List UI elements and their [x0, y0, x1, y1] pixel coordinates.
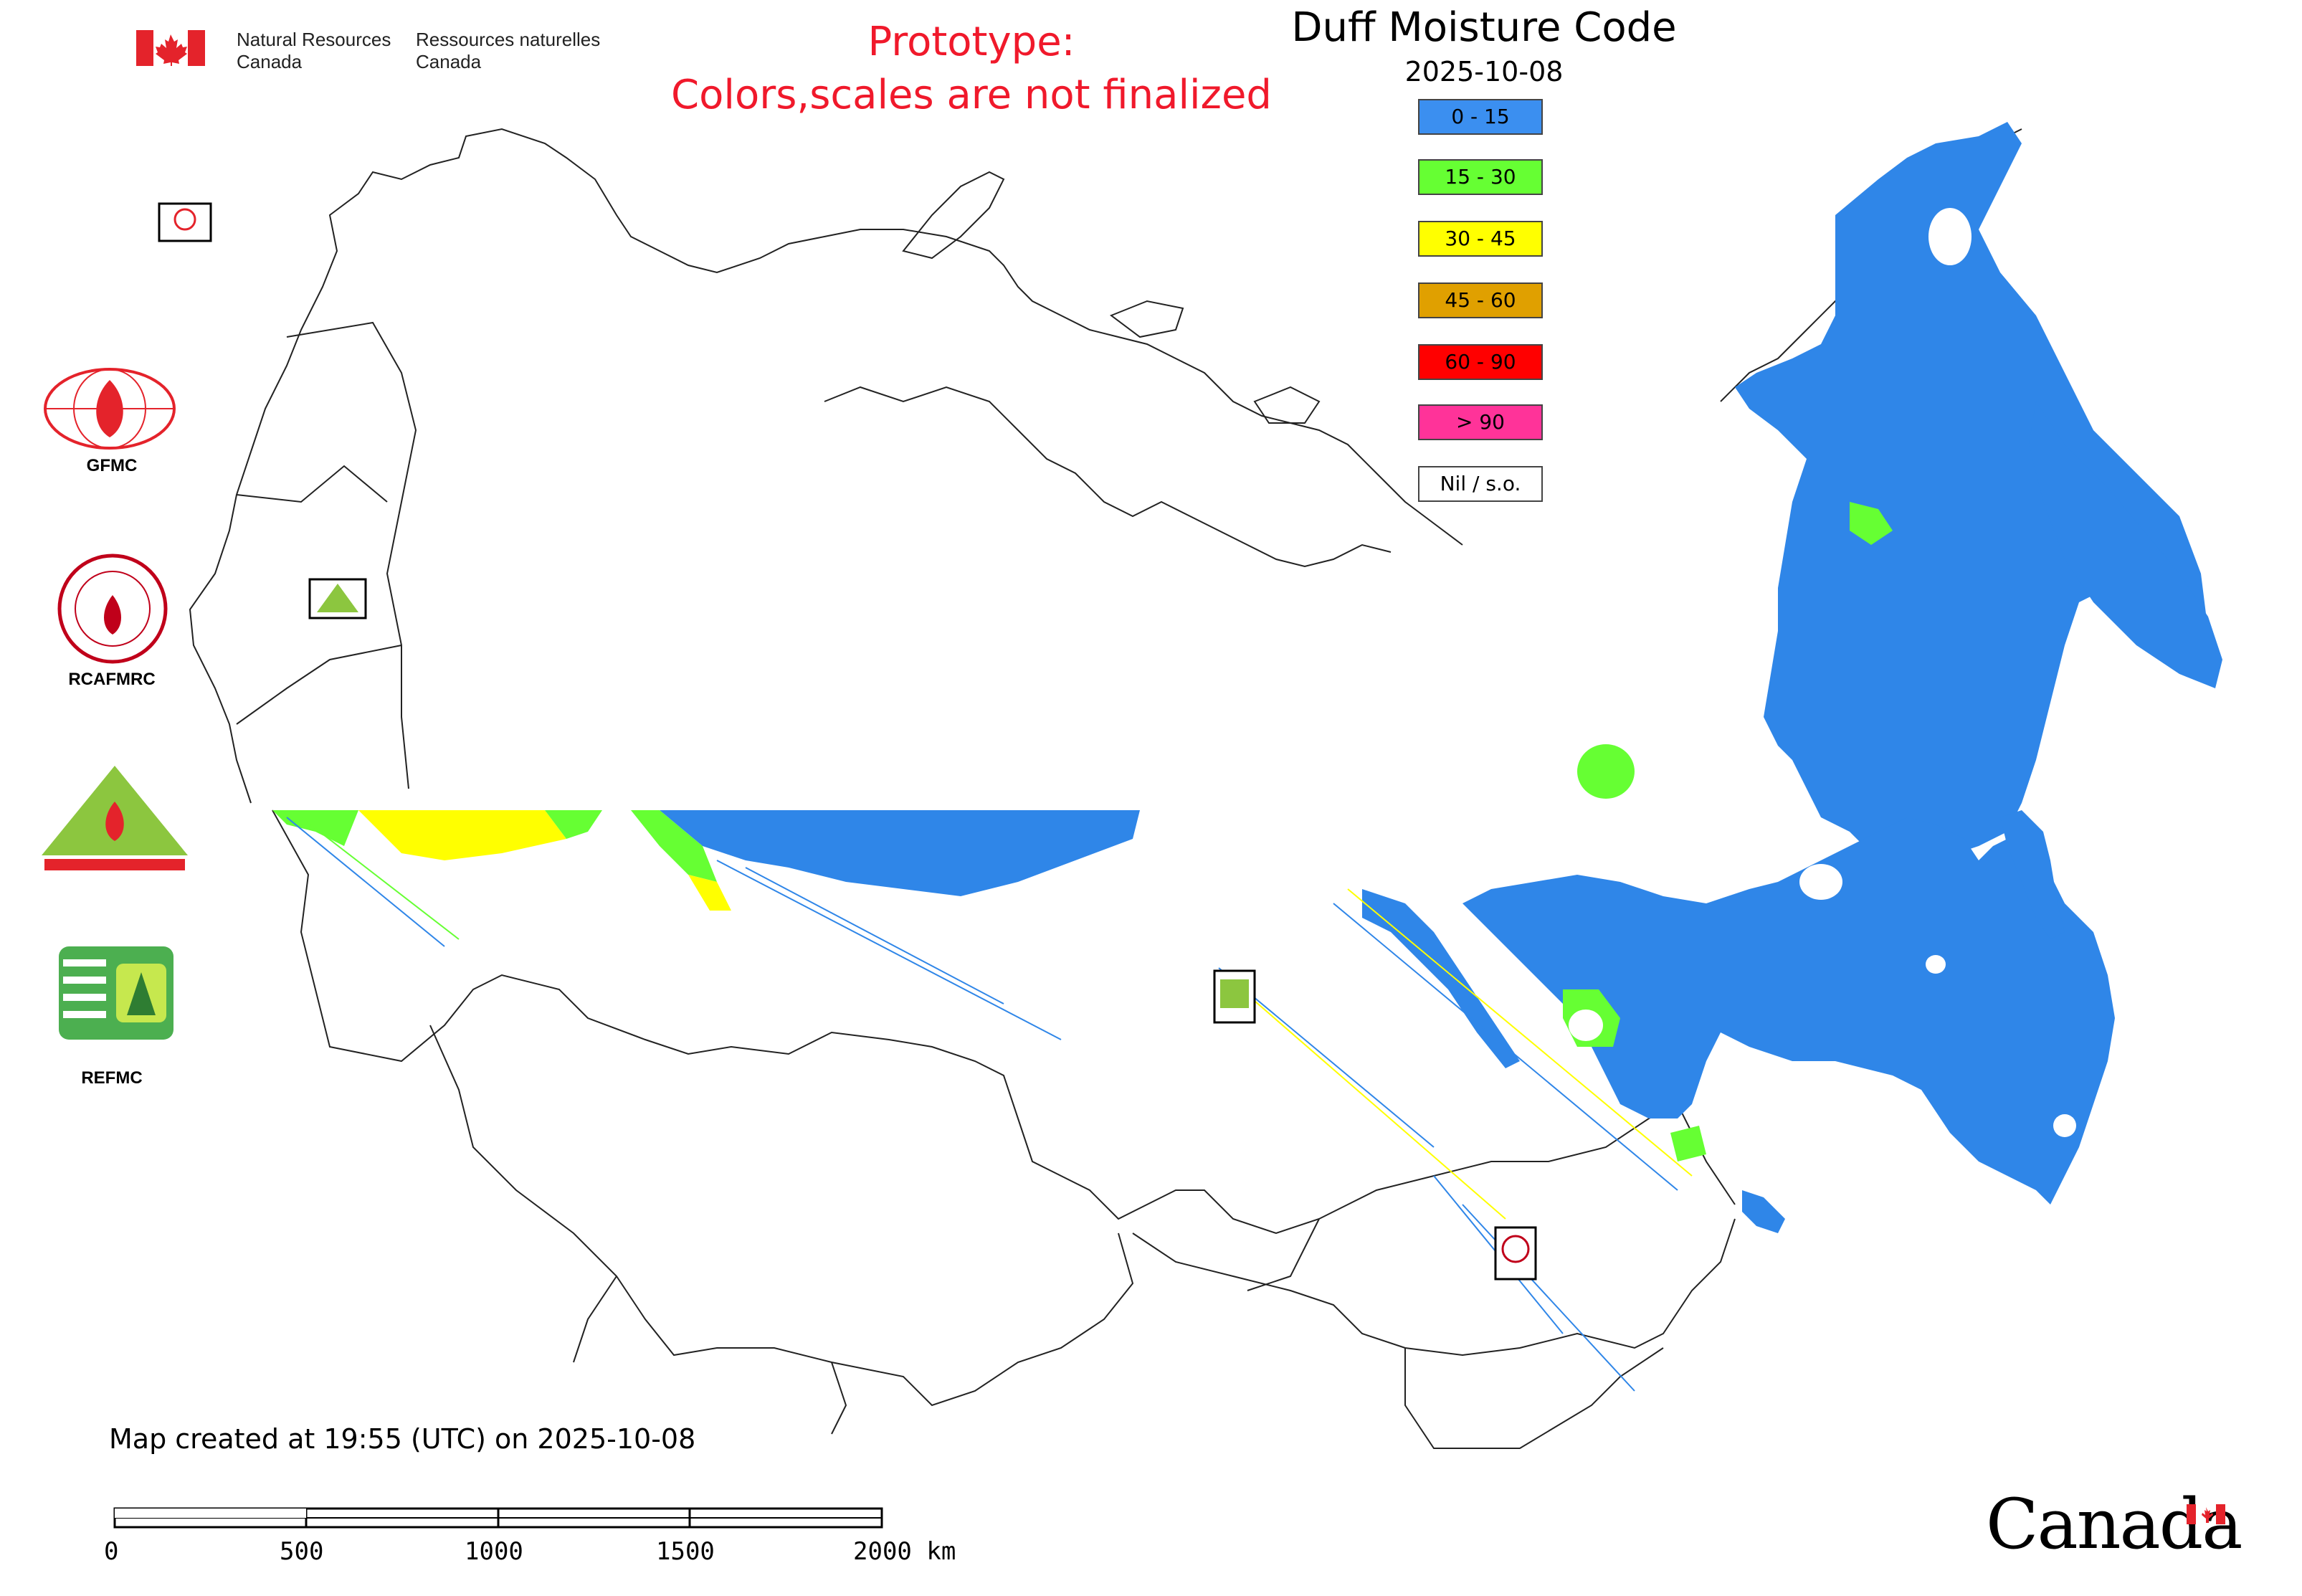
legend-item-60-90: 60 - 90	[1418, 344, 1543, 380]
dmc-green-patch-1	[1850, 502, 1893, 545]
streak-6	[1232, 982, 1506, 1220]
legend-title: Duff Moisture Code	[1291, 4, 1677, 51]
legend-item-0-15: 0 - 15	[1418, 99, 1543, 135]
canada-wordmark-flag-icon	[2187, 1504, 2225, 1524]
agency-name-french: Ressources naturelles Canada	[416, 29, 600, 73]
scale-label-500: 500	[280, 1537, 324, 1566]
streak-1	[286, 817, 445, 947]
legend-item-30-45: 30 - 45	[1418, 221, 1543, 257]
streak-3	[716, 860, 1062, 1040]
dmc-zone-east	[1735, 122, 2208, 860]
mongolia-border	[1132, 1218, 1736, 1357]
refmc-logo-icon	[59, 946, 173, 1040]
dmc-band-mid-blue	[660, 810, 1140, 896]
internal-border-3	[236, 645, 402, 725]
scale-bar	[113, 1507, 883, 1529]
agency-fr-line2: Canada	[416, 51, 482, 72]
dmc-nodata-hole-1	[1799, 864, 1842, 900]
legend-item-nil: Nil / s.o.	[1418, 466, 1543, 502]
agency-fr-line1: Ressources naturelles	[416, 29, 601, 50]
map-created-timestamp: Map created at 19:55 (UTC) on 2025-10-08	[109, 1423, 696, 1455]
dmc-nodata-hole-2	[1926, 955, 1946, 974]
turkmenistan-border	[573, 1276, 847, 1435]
refmc-caption: REFMC	[81, 1068, 143, 1088]
gfmc-caption: GFMC	[86, 456, 138, 475]
legend-item-over-90: > 90	[1418, 404, 1543, 440]
canada-wordmark: Canada	[1986, 1484, 2242, 1564]
scale-label-0: 0	[104, 1537, 119, 1566]
internal-border-1	[286, 321, 417, 789]
dmc-band-west-green-2	[545, 810, 602, 839]
china-border	[1247, 1218, 1664, 1449]
scale-label-1500: 1500	[656, 1537, 715, 1566]
gfmc-logo-icon	[44, 368, 176, 450]
outer-border-west	[189, 128, 1463, 804]
coast-north	[824, 386, 1392, 568]
dmc-zone-lake	[1577, 744, 1635, 799]
streak-2	[300, 817, 460, 940]
reefmc-logo-icon	[37, 766, 192, 873]
dmc-band-west-yellow	[358, 810, 566, 860]
dmc-zone-japan-north	[1742, 1190, 1785, 1233]
map-logo-boxes	[158, 202, 1537, 1281]
island-north-1	[1109, 300, 1184, 338]
streak-4	[745, 867, 1004, 1004]
legend-item-15-30: 15 - 30	[1418, 159, 1543, 195]
agency-en-line2: Canada	[237, 51, 303, 72]
dmc-nodata-hole-5	[2053, 1114, 2076, 1137]
dmc-green-patch-3	[1670, 1126, 1706, 1162]
dmc-band-mid-yellow	[688, 875, 731, 911]
prototype-line2: Colors,scales are not finalized	[671, 72, 1272, 118]
agency-en-line1: Natural Resources	[237, 29, 391, 50]
scale-label-2000-km: 2000 km	[853, 1537, 956, 1566]
streak-8	[1462, 1204, 1635, 1392]
dmc-nodata-hole-3	[1928, 208, 1972, 265]
island-novaya-zemlya	[902, 171, 1005, 260]
dmc-zone-sakhalin	[2000, 810, 2065, 939]
island-north-2	[1253, 386, 1321, 424]
rcafmrc-logo-icon	[57, 554, 168, 664]
streak-10	[1347, 888, 1693, 1177]
dmc-raster	[272, 122, 2222, 1233]
prototype-line1: Prototype:	[867, 19, 1075, 65]
dmc-zone-south	[1462, 817, 2115, 1205]
dmc-zone-kamchatka	[2029, 402, 2222, 688]
legend-item-45-60: 45 - 60	[1418, 282, 1543, 318]
central-asia-border	[429, 1025, 1134, 1407]
dmc-nodata-hole-4	[1569, 1010, 1603, 1041]
rcafmrc-caption: RCAFMRC	[68, 670, 156, 689]
canada-flag-icon	[136, 30, 205, 66]
scale-label-1000: 1000	[465, 1537, 523, 1566]
internal-border-2	[236, 465, 388, 503]
legend-date: 2025-10-08	[1404, 56, 1564, 87]
dmc-streaks	[286, 817, 1693, 1392]
dmc-band-mid-green	[631, 810, 717, 882]
agency-name-english: Natural Resources Canada	[237, 29, 391, 73]
streak-9	[1333, 903, 1678, 1191]
prototype-notice: Prototype: Colors,scales are not finaliz…	[602, 16, 1341, 122]
southern-border	[272, 809, 1736, 1235]
